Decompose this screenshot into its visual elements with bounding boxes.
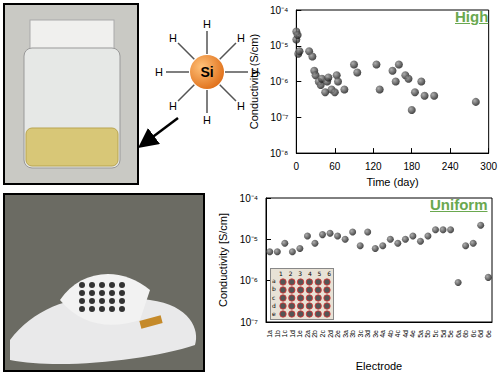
svg-text:0: 0 [294,161,300,172]
svg-text:5d: 5d [440,330,447,338]
svg-text:H: H [237,32,245,44]
svg-text:3e: 3e [372,330,379,338]
svg-text:H: H [237,100,245,112]
html-text:2: 2 [288,270,293,277]
svg-text:3d: 3d [364,330,371,338]
svg-text:240: 240 [442,161,459,172]
svg-text:2d: 2d [327,330,334,338]
svg-text:Si: Si [200,64,213,80]
html-text:d: d [272,301,276,309]
svg-text:10⁻⁶: 10⁻⁶ [270,76,288,87]
svg-text:H: H [155,66,163,78]
svg-text:1d: 1d [289,330,296,338]
svg-text:2c: 2c [319,330,326,338]
svg-text:4b: 4b [387,330,394,338]
svg-text:Conductivity [S/cm]: Conductivity [S/cm] [217,213,229,307]
svg-text:5b: 5b [424,330,431,338]
html-text:c: c [272,293,276,301]
html-text:6: 6 [327,270,331,277]
html-text:3: 3 [298,270,303,277]
svg-text:120: 120 [365,161,382,172]
svg-text:6a: 6a [455,330,462,338]
svg-text:H: H [203,18,211,30]
svg-text:6e: 6e [485,330,492,338]
svg-text:10⁻⁴: 10⁻⁴ [240,193,258,204]
html-text:5: 5 [317,270,322,277]
html-text:Uniform: Uniform [430,196,488,213]
svg-text:10⁻⁸: 10⁻⁸ [270,148,288,159]
html-text:4: 4 [307,270,312,277]
svg-text:60: 60 [329,161,341,172]
svg-text:180: 180 [403,161,420,172]
svg-text:5a: 5a [417,330,424,338]
svg-text:5c: 5c [432,330,439,338]
svg-text:1b: 1b [274,330,281,338]
svg-text:10⁻⁵: 10⁻⁵ [240,234,258,245]
html-text:a: a [272,277,276,284]
svg-text:1e: 1e [296,330,303,338]
svg-text:6b: 6b [462,330,469,338]
svg-text:10⁻⁴: 10⁻⁴ [270,5,288,16]
svg-text:10⁻⁷: 10⁻⁷ [271,112,289,123]
svg-text:10⁻⁷: 10⁻⁷ [240,317,258,328]
svg-text:H: H [169,100,177,112]
svg-text:H: H [203,114,211,126]
svg-text:4d: 4d [402,330,409,338]
html-text:High: High [455,8,489,25]
html-text:b: b [272,285,276,293]
svg-text:10⁻⁶: 10⁻⁶ [240,275,258,286]
svg-text:4c: 4c [394,330,401,338]
svg-text:5e: 5e [447,330,454,338]
svg-text:3b: 3b [349,330,356,338]
svg-text:300: 300 [480,161,497,172]
svg-text:2b: 2b [311,330,318,338]
svg-text:Time (day): Time (day) [366,176,418,188]
svg-text:3c: 3c [357,330,364,338]
svg-text:Electrode: Electrode [356,360,402,372]
svg-text:6c: 6c [470,330,477,338]
svg-text:3a: 3a [342,330,349,338]
svg-text:1c: 1c [281,330,288,338]
html-text:1: 1 [279,270,283,277]
svg-text:10⁻⁵: 10⁻⁵ [270,40,288,51]
svg-text:1a: 1a [266,330,273,338]
svg-text:Conductivity (S/cm): Conductivity (S/cm) [248,34,260,129]
svg-text:H: H [169,32,177,44]
svg-text:2a: 2a [304,330,311,338]
svg-text:4e: 4e [409,330,416,338]
svg-text:6d: 6d [477,330,484,338]
svg-text:2e: 2e [334,330,341,338]
svg-text:4a: 4a [379,330,386,338]
html-text:e: e [272,310,276,317]
